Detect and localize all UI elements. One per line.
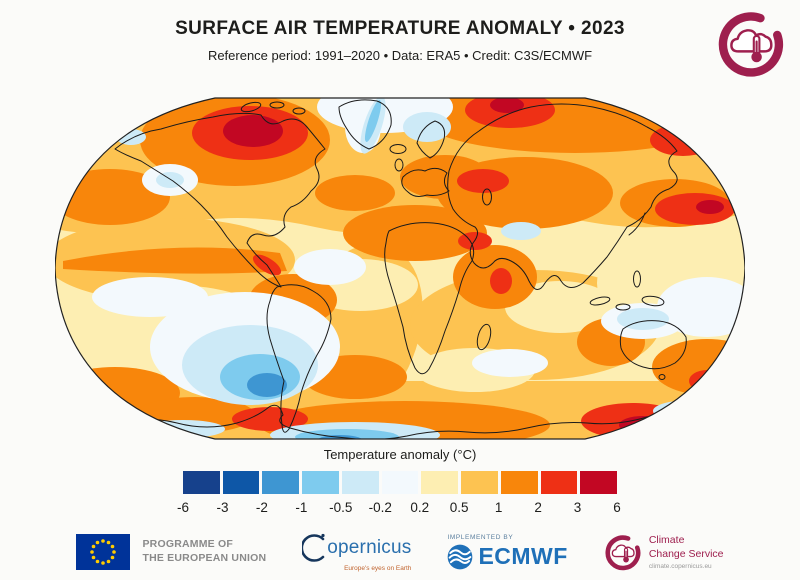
footer-logos: PROGRAMME OF THE EUROPEAN UNION opernicu… bbox=[0, 532, 800, 572]
colorbar-segment bbox=[262, 471, 300, 494]
colorbar-tick-label: -2 bbox=[255, 500, 268, 515]
page-title: SURFACE AIR TEMPERATURE ANOMALY • 2023 bbox=[175, 18, 625, 39]
colorbar-tick-label: 1 bbox=[494, 500, 503, 515]
colorbar-tick-label: 2 bbox=[534, 500, 542, 515]
c3s-name-line2: Change Service bbox=[648, 547, 724, 560]
c3s-thermometer-cloud-logo-icon bbox=[716, 8, 786, 78]
colorbar-tick-label: -6 bbox=[176, 500, 190, 515]
colorbar-segment bbox=[500, 471, 538, 494]
eu-programme-line1: PROGRAMME OF bbox=[142, 538, 233, 551]
colorbar-segment bbox=[341, 471, 379, 494]
copernicus-wordmark: opernicus bbox=[327, 537, 412, 558]
colorbar-segment bbox=[580, 471, 618, 494]
colorbar-ticks: -6 -3 -2 -1 -0.5 -0.2 0.2 0.5 1 2 3 6 bbox=[177, 500, 621, 518]
colorbar-tick-label: 0.5 bbox=[449, 500, 469, 515]
ecmwf-wordmark: ECMWF bbox=[478, 543, 568, 569]
eu-programme-logo: PROGRAMME OF THE EUROPEAN UNION bbox=[76, 534, 266, 570]
eu-programme-text: PROGRAMME OF THE EUROPEAN UNION bbox=[142, 538, 266, 565]
colorbar-segment bbox=[381, 471, 419, 494]
colorbar-tick-label: -0.5 bbox=[329, 500, 353, 515]
colorbar-segment bbox=[183, 471, 220, 494]
copernicus-tagline: Europe's eyes on Earth bbox=[344, 565, 412, 572]
colorbar-segment bbox=[461, 471, 498, 494]
c3s-footer-icon bbox=[604, 533, 642, 571]
temperature-anomaly-world-map bbox=[54, 97, 746, 440]
colorbar-tick-label: -0.2 bbox=[368, 500, 392, 515]
colorbar-segment bbox=[421, 471, 459, 494]
colorbar-label: Temperature anomaly (°C) bbox=[323, 447, 477, 462]
copernicus-c-swoosh-icon bbox=[302, 533, 325, 562]
ecmwf-logo: IMPLEMENTED BY ECMWF bbox=[447, 534, 567, 570]
header: SURFACE AIR TEMPERATURE ANOMALY • 2023 R… bbox=[0, 18, 800, 63]
climate-change-service-logo: Climate Change Service climate.copernicu… bbox=[604, 533, 724, 571]
colorbar-segment bbox=[302, 471, 339, 494]
c3s-name-line1: Climate bbox=[648, 533, 685, 546]
colorbar-tick-label: 6 bbox=[613, 500, 621, 515]
colorbar-tick-label: 3 bbox=[573, 500, 582, 515]
colorbar-segments bbox=[183, 471, 618, 494]
eu-flag-icon bbox=[76, 534, 131, 570]
colorbar-tick-label: -3 bbox=[216, 500, 229, 515]
eu-programme-line2: THE EUROPEAN UNION bbox=[142, 552, 267, 564]
copernicus-logo: opernicus Europe's eyes on Earth bbox=[302, 532, 411, 572]
c3s-url: climate.copernicus.eu bbox=[648, 563, 712, 571]
colorbar-segment bbox=[540, 471, 578, 494]
colorbar-tick-label: 0.2 bbox=[410, 500, 430, 515]
colorbar-segment bbox=[222, 471, 260, 494]
map-container bbox=[54, 85, 746, 452]
colorbar-tick-label: -1 bbox=[295, 500, 308, 515]
page-subtitle: Reference period: 1991–2020 • Data: ERA5… bbox=[207, 48, 593, 63]
ecmwf-globe-waves-icon bbox=[447, 544, 473, 570]
ecmwf-implemented-by-label: IMPLEMENTED BY bbox=[447, 534, 514, 541]
colorbar-legend: Temperature anomaly (°C) -6 -3 -2 -1 -0.5 -0.… bbox=[177, 447, 621, 518]
